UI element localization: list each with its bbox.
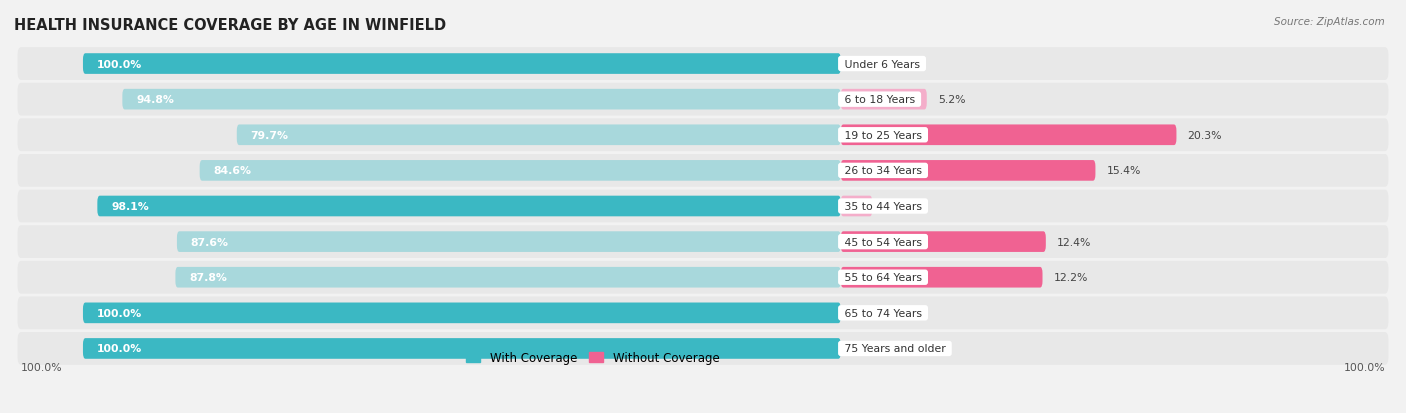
Text: 0.0%: 0.0% (852, 59, 880, 69)
Text: 55 to 64 Years: 55 to 64 Years (841, 273, 925, 282)
Text: 94.8%: 94.8% (136, 95, 174, 105)
FancyBboxPatch shape (17, 83, 1389, 116)
Text: 87.8%: 87.8% (190, 273, 226, 282)
Text: 100.0%: 100.0% (97, 59, 142, 69)
FancyBboxPatch shape (841, 232, 1046, 252)
Text: HEALTH INSURANCE COVERAGE BY AGE IN WINFIELD: HEALTH INSURANCE COVERAGE BY AGE IN WINF… (14, 18, 446, 33)
FancyBboxPatch shape (841, 196, 872, 217)
FancyBboxPatch shape (17, 261, 1389, 294)
Text: 15.4%: 15.4% (1107, 166, 1140, 176)
Text: 75 Years and older: 75 Years and older (841, 344, 949, 354)
FancyBboxPatch shape (841, 90, 927, 110)
FancyBboxPatch shape (17, 119, 1389, 152)
FancyBboxPatch shape (17, 154, 1389, 188)
Text: 87.6%: 87.6% (191, 237, 229, 247)
Text: 6 to 18 Years: 6 to 18 Years (841, 95, 918, 105)
Text: 0.0%: 0.0% (852, 344, 880, 354)
FancyBboxPatch shape (177, 232, 841, 252)
Text: 19 to 25 Years: 19 to 25 Years (841, 131, 925, 140)
Text: 0.0%: 0.0% (852, 308, 880, 318)
Text: 84.6%: 84.6% (214, 166, 252, 176)
Text: 1.9%: 1.9% (883, 202, 911, 211)
FancyBboxPatch shape (17, 48, 1389, 81)
Text: 100.0%: 100.0% (97, 344, 142, 354)
FancyBboxPatch shape (17, 297, 1389, 330)
Text: Under 6 Years: Under 6 Years (841, 59, 924, 69)
Text: 45 to 54 Years: 45 to 54 Years (841, 237, 925, 247)
FancyBboxPatch shape (236, 125, 841, 146)
Text: 12.4%: 12.4% (1057, 237, 1091, 247)
FancyBboxPatch shape (122, 90, 841, 110)
FancyBboxPatch shape (841, 125, 1177, 146)
FancyBboxPatch shape (83, 338, 841, 359)
Text: 12.2%: 12.2% (1053, 273, 1088, 282)
Text: 79.7%: 79.7% (250, 131, 288, 140)
Text: 100.0%: 100.0% (21, 362, 63, 372)
Text: Source: ZipAtlas.com: Source: ZipAtlas.com (1274, 17, 1385, 26)
FancyBboxPatch shape (841, 161, 1095, 181)
Legend: With Coverage, Without Coverage: With Coverage, Without Coverage (461, 347, 724, 369)
FancyBboxPatch shape (97, 196, 841, 217)
FancyBboxPatch shape (83, 54, 841, 75)
FancyBboxPatch shape (200, 161, 841, 181)
Text: 20.3%: 20.3% (1188, 131, 1222, 140)
FancyBboxPatch shape (17, 190, 1389, 223)
Text: 100.0%: 100.0% (1343, 362, 1385, 372)
FancyBboxPatch shape (17, 332, 1389, 365)
Text: 98.1%: 98.1% (111, 202, 149, 211)
FancyBboxPatch shape (841, 267, 1042, 288)
Text: 35 to 44 Years: 35 to 44 Years (841, 202, 925, 211)
Text: 100.0%: 100.0% (97, 308, 142, 318)
FancyBboxPatch shape (83, 303, 841, 323)
FancyBboxPatch shape (176, 267, 841, 288)
Text: 5.2%: 5.2% (938, 95, 966, 105)
FancyBboxPatch shape (17, 225, 1389, 259)
Text: 26 to 34 Years: 26 to 34 Years (841, 166, 925, 176)
Text: 65 to 74 Years: 65 to 74 Years (841, 308, 925, 318)
